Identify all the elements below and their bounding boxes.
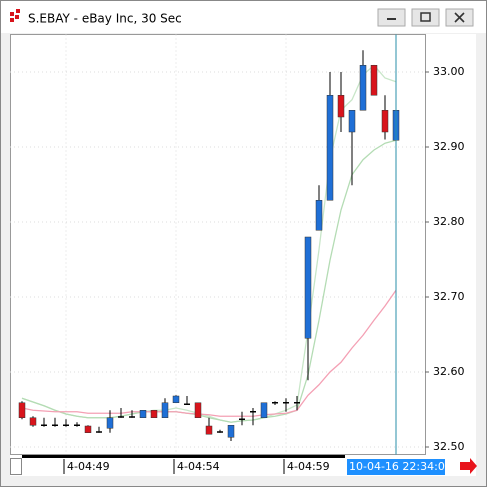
y-tick-label: 32.70 xyxy=(433,290,465,303)
candle-body xyxy=(150,410,158,418)
candle-body xyxy=(227,425,235,438)
plot-area: 32.50 32.60 32.70 32.80 32.90 33.00 4-04:49 4-0… xyxy=(10,34,465,475)
close-button[interactable] xyxy=(445,8,474,27)
candle-body xyxy=(161,402,169,418)
scroll-box[interactable] xyxy=(10,458,22,475)
candle-body xyxy=(370,65,378,96)
minimize-button[interactable] xyxy=(377,8,406,27)
candle-body xyxy=(359,65,367,111)
app-icon xyxy=(10,9,20,22)
candle-body xyxy=(260,402,268,418)
scroll-right-arrow[interactable] xyxy=(460,458,477,474)
y-tick-label: 32.50 xyxy=(433,440,465,453)
y-tick-label: 32.60 xyxy=(433,365,465,378)
cursor-label-box xyxy=(347,459,445,475)
candle-body xyxy=(194,402,202,418)
plot-border xyxy=(10,34,426,455)
candle-body xyxy=(29,417,37,426)
candle-body xyxy=(337,95,345,118)
candle-body xyxy=(381,110,389,133)
cursor-label: 10-04-16 22:34:00 xyxy=(349,460,452,473)
candle-body xyxy=(205,425,213,435)
candle-body xyxy=(106,417,114,429)
candle-body xyxy=(172,395,180,403)
candle-body xyxy=(315,200,323,231)
candle-body xyxy=(139,410,147,418)
candle-body xyxy=(304,236,312,339)
y-tick-label: 32.80 xyxy=(433,215,465,228)
candle-body xyxy=(326,95,334,201)
x-tick-label: 4-04:49 xyxy=(67,460,110,473)
moving-average-line xyxy=(21,289,397,417)
y-tick-label: 33.00 xyxy=(433,65,465,78)
maximize-button[interactable] xyxy=(411,8,440,27)
x-tick-label: 4-04:59 xyxy=(287,460,330,473)
y-tick-label: 32.90 xyxy=(433,140,465,153)
scroll-bar[interactable] xyxy=(22,455,345,458)
window-title: S.EBAY - eBay Inc, 30 Sec xyxy=(28,12,182,26)
candle-body xyxy=(84,425,92,433)
candle-body xyxy=(18,402,26,418)
chart-background xyxy=(10,34,476,476)
candle-body xyxy=(348,110,356,133)
x-tick-label: 4-04:54 xyxy=(177,460,220,473)
